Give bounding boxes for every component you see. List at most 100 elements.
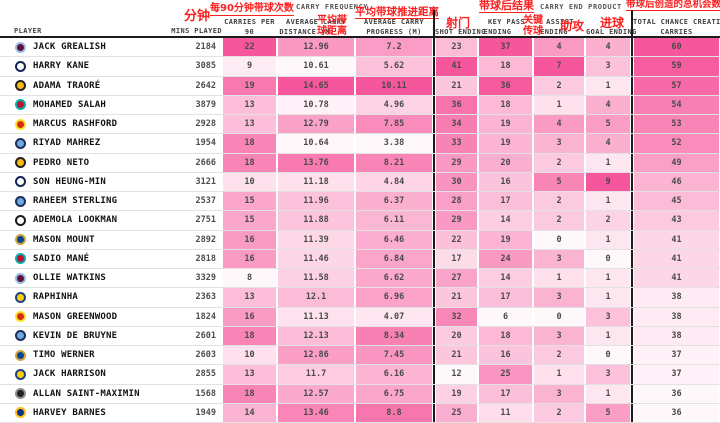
mins-played-cell: 2642 (195, 80, 216, 91)
avg-carry-distance-cell: 12.13 (277, 326, 355, 345)
group-divider (631, 365, 633, 384)
mins-played-cell: 2751 (195, 215, 216, 226)
assist-ending-cell: 2 (533, 403, 585, 422)
assist-ending-cell: 3 (533, 249, 585, 268)
player-name: MASON GREENWOOD (33, 311, 118, 322)
group-divider (433, 249, 435, 268)
group-divider (433, 153, 435, 172)
key-pass-ending-cell: 36 (478, 76, 533, 95)
avg-carry-progress-cell: 4.07 (355, 307, 433, 326)
club-badge-icon (15, 99, 26, 111)
shot-ending-cell: 22 (435, 230, 478, 249)
group-divider (433, 230, 435, 249)
group-divider (433, 384, 435, 403)
total-chance-carries-cell: 53 (633, 115, 720, 134)
player-name: ADEMOLA LOOKMAN (33, 215, 118, 226)
mins-played-cell: 2184 (195, 42, 216, 53)
group-divider (631, 153, 633, 172)
group-divider (433, 288, 435, 307)
group-divider (433, 326, 435, 345)
shot-ending-cell: 36 (435, 95, 478, 114)
avg-carry-distance-cell: 12.96 (277, 38, 355, 57)
key-pass-ending-cell: 37 (478, 38, 533, 57)
total-chance-carries-cell: 45 (633, 192, 720, 211)
goal-ending-cell: 4 (585, 134, 631, 153)
player-name: RIYAD MAHREZ (33, 138, 101, 149)
table-row: MOHAMED SALAH 3879 13 10.78 4.96 36 18 1… (0, 95, 720, 115)
table-row: RAHEEM STERLING 2537 15 11.96 6.37 28 17… (0, 192, 720, 212)
avg-carry-distance-cell: 11.18 (277, 172, 355, 191)
col-header-mins: MINS PLAYED (171, 27, 222, 35)
assist-ending-cell: 3 (533, 134, 585, 153)
table-row: ALLAN SAINT-MAXIMIN 1568 18 12.57 6.75 1… (0, 384, 720, 404)
carries-per-90-cell: 16 (222, 307, 277, 326)
player-cell: SON HEUNG-MIN (0, 173, 168, 191)
avg-carry-distance-cell: 11.46 (277, 249, 355, 268)
mins-played-cell: 3879 (195, 99, 216, 110)
group-divider (433, 76, 435, 95)
total-chance-carries-cell: 41 (633, 230, 720, 249)
player-name: HARVEY BARNES (33, 407, 107, 418)
group-divider (433, 57, 435, 76)
assist-ending-cell: 0 (533, 230, 585, 249)
total-chance-carries-cell: 59 (633, 57, 720, 76)
assist-ending-cell: 4 (533, 115, 585, 134)
group-divider (433, 346, 435, 365)
assist-ending-cell: 2 (533, 76, 585, 95)
avg-carry-distance-cell: 11.58 (277, 269, 355, 288)
player-name: SON HEUNG-MIN (33, 176, 107, 187)
player-name: RAHEEM STERLING (33, 196, 118, 207)
goal-ending-cell: 1 (585, 76, 631, 95)
table-row: MARCUS RASHFORD 2928 13 12.79 7.85 34 19… (0, 115, 720, 135)
mins-played-cell: 2537 (195, 196, 216, 207)
avg-carry-progress-cell: 3.38 (355, 134, 433, 153)
annotation-goal: 进球 (600, 16, 625, 30)
group-divider (631, 115, 633, 134)
goal-ending-cell: 5 (585, 115, 631, 134)
avg-carry-progress-cell: 6.75 (355, 384, 433, 403)
key-pass-ending-cell: 17 (478, 192, 533, 211)
key-pass-ending-cell: 17 (478, 384, 533, 403)
col-header-keypass-2: ENDING (483, 28, 512, 36)
club-badge-icon (15, 60, 26, 72)
annotation-carries: 每90分钟带球次数 (210, 3, 294, 16)
player-name: HARRY KANE (33, 61, 90, 72)
carries-per-90-cell: 18 (222, 134, 277, 153)
club-badge-icon (15, 176, 26, 188)
player-name: MOHAMED SALAH (33, 99, 107, 110)
col-header-distance-1: AVERAGE CARRY (286, 18, 346, 26)
club-badge-icon (15, 330, 26, 342)
avg-carry-distance-cell: 11.39 (277, 230, 355, 249)
shot-ending-cell: 32 (435, 307, 478, 326)
avg-carry-distance-cell: 14.65 (277, 76, 355, 95)
group-divider (433, 307, 435, 326)
carries-per-90-cell: 10 (222, 172, 277, 191)
goal-ending-cell: 1 (585, 384, 631, 403)
player-cell: ADAMA TRAORÉ (0, 77, 168, 95)
total-chance-carries-cell: 49 (633, 153, 720, 172)
annotation-assist: 助攻 (560, 19, 585, 33)
shot-ending-cell: 21 (435, 288, 478, 307)
avg-carry-distance-cell: 11.7 (277, 365, 355, 384)
group-label-carry-end-product: CARRY END PRODUCT (540, 3, 622, 11)
annotation-distance-2: 球距离 (317, 26, 347, 37)
goal-ending-cell: 5 (585, 403, 631, 422)
mins-played-cell: 3121 (195, 176, 216, 187)
club-badge-icon (15, 368, 26, 380)
club-badge-icon (15, 157, 26, 169)
player-cell: MASON MOUNT (0, 231, 168, 249)
goal-ending-cell: 0 (585, 249, 631, 268)
total-chance-carries-cell: 38 (633, 288, 720, 307)
group-divider (631, 249, 633, 268)
club-badge-icon (15, 80, 26, 92)
player-cell: RIYAD MAHREZ (0, 134, 168, 152)
goal-ending-cell: 1 (585, 326, 631, 345)
total-chance-carries-cell: 37 (633, 365, 720, 384)
mins-played-cell: 2603 (195, 350, 216, 361)
total-chance-carries-cell: 43 (633, 211, 720, 230)
header-group-divider-right (631, 10, 633, 38)
mins-played-cell: 2855 (195, 369, 216, 380)
total-chance-carries-cell: 41 (633, 269, 720, 288)
shot-ending-cell: 12 (435, 365, 478, 384)
